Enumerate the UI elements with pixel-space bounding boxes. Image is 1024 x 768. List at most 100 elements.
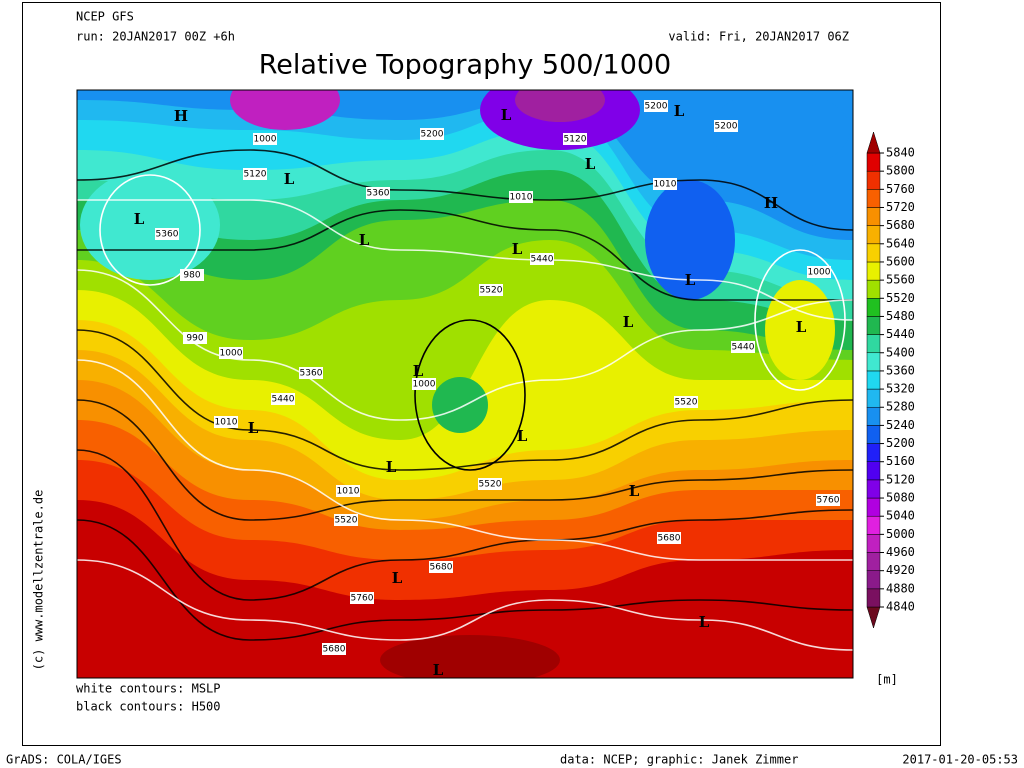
contour-label: 1010: [337, 487, 360, 497]
color-band: [866, 152, 881, 172]
color-band: [866, 370, 881, 390]
label-box: [180, 269, 204, 281]
level-label: 5280: [886, 400, 915, 414]
label-box: [653, 178, 677, 190]
level-label: 5440: [886, 327, 915, 341]
pressure-center: L: [386, 458, 397, 476]
contour-label: 5680: [430, 563, 453, 573]
label-box: [271, 393, 295, 405]
level-label: 5600: [886, 254, 915, 268]
contour-label: 5360: [156, 230, 179, 240]
color-band: [866, 479, 881, 499]
color-band: [866, 443, 881, 462]
contour-label: 5360: [367, 189, 390, 199]
label-box: [219, 347, 243, 359]
label-box: [563, 133, 587, 145]
level-label: 4960: [886, 545, 915, 559]
pressure-center: L: [134, 210, 145, 228]
level-label: 5520: [886, 291, 915, 305]
level-label: 5800: [886, 164, 915, 178]
contour-label: 5760: [351, 594, 374, 604]
contour: [77, 519, 853, 641]
label-box: [350, 592, 374, 604]
contour: [414, 319, 526, 471]
blob: [230, 90, 340, 130]
pressure-center: L: [629, 482, 640, 500]
contour-label: 1010: [510, 193, 533, 203]
band: [77, 90, 853, 240]
contour-label: 5520: [480, 286, 503, 296]
label-box: [155, 228, 179, 240]
contour-label: 1000: [413, 380, 436, 390]
contour-label: 990: [186, 334, 203, 344]
level-label: 5080: [886, 491, 915, 505]
contour: [77, 149, 853, 231]
color-band: [866, 534, 881, 553]
color-band: [866, 461, 881, 481]
label-box: [183, 332, 207, 344]
contour: [77, 559, 853, 651]
label-box: [214, 416, 238, 428]
blob: [515, 90, 605, 122]
pressure-center: L: [623, 313, 634, 331]
pressure-center: L: [674, 102, 685, 120]
contour-label: 980: [183, 271, 200, 281]
contour-label: 1010: [215, 418, 238, 428]
contour-label: 5520: [479, 480, 502, 490]
level-label: 5240: [886, 418, 915, 432]
label-box: [509, 191, 533, 203]
contour-label: 5360: [300, 369, 323, 379]
blob: [80, 170, 220, 280]
label-box: [412, 378, 436, 390]
pressure-center: L: [359, 231, 370, 249]
level-label: 5120: [886, 472, 915, 486]
color-band: [866, 497, 881, 517]
contour-label: 1000: [220, 349, 243, 359]
label-box: [243, 168, 267, 180]
contour-label: 5520: [675, 398, 698, 408]
level-label: 5480: [886, 309, 915, 323]
pressure-center: L: [796, 318, 807, 336]
contour-label: 5200: [645, 102, 668, 112]
level-label: 5360: [886, 363, 915, 377]
color-band: [866, 207, 881, 226]
label-box: [479, 284, 503, 296]
color-band: [866, 189, 881, 208]
level-label: 5720: [886, 200, 915, 214]
pressure-center: L: [248, 419, 259, 437]
contour-label: 5520: [335, 516, 358, 526]
label-box: [807, 266, 831, 278]
pressure-center: L: [284, 170, 295, 188]
level-label: 5760: [886, 182, 915, 196]
contour: [77, 449, 853, 601]
color-band: [866, 261, 881, 281]
pressure-center: L: [685, 271, 696, 289]
label-box: [322, 643, 346, 655]
contour: [77, 199, 853, 321]
blob: [710, 90, 850, 170]
label-box: [253, 133, 277, 145]
contour: [99, 174, 201, 286]
contour-label: 1010: [654, 180, 677, 190]
contour-label: 5440: [531, 255, 554, 265]
level-label: 4840: [886, 600, 915, 614]
contour-label: 5120: [564, 135, 587, 145]
pressure-center: L: [585, 155, 596, 173]
contour: [77, 329, 853, 471]
run: run: 20JAN2017 00Z +6h: [76, 30, 235, 44]
unit: [m]: [876, 673, 898, 687]
color-band: [866, 515, 881, 535]
contour-label: 5200: [715, 122, 738, 132]
color-band: [866, 131, 881, 154]
blob: [432, 377, 488, 433]
pressure-center: H: [764, 194, 778, 212]
contour-label: 5200: [421, 130, 444, 140]
color-band: [866, 316, 881, 335]
pressure-center: L: [433, 661, 444, 679]
contour: [754, 249, 846, 391]
color-band: [866, 298, 881, 317]
level-label: 5840: [886, 146, 915, 160]
color-band: [866, 334, 881, 354]
